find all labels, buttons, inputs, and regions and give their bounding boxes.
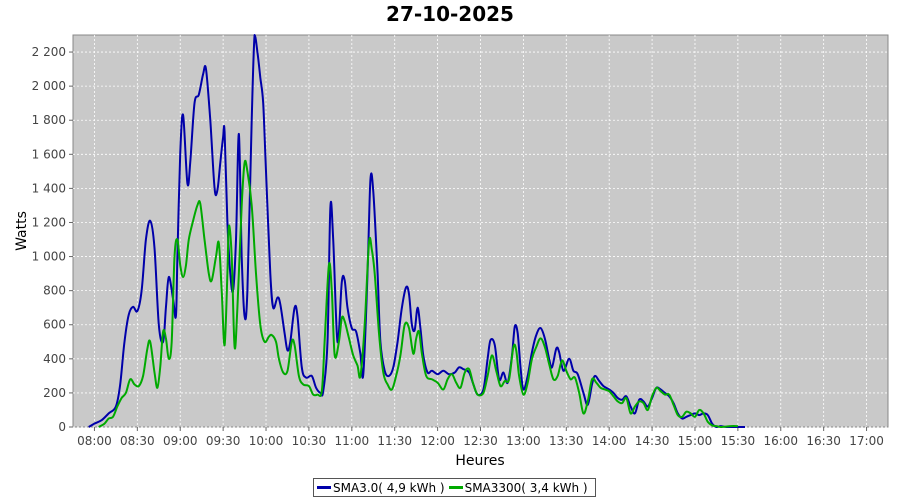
x-tick-label: 12:00 <box>420 434 455 448</box>
tick-labels: 0 200 400 600 800 1 000 1 200 1 400 1 600 1 800 2 … <box>32 45 884 448</box>
x-tick-label: 13:30 <box>549 434 584 448</box>
legend-label-sma30: SMA3.0( 4,9 kWh ) <box>333 480 445 495</box>
y-tick-label: 0 <box>58 420 66 434</box>
x-tick-label: 10:00 <box>249 434 284 448</box>
y-tick-label: 1 200 <box>32 215 66 229</box>
x-tick-label: 11:00 <box>335 434 370 448</box>
chart-title: 27-10-2025 <box>386 2 514 26</box>
x-tick-label: 15:00 <box>678 434 713 448</box>
y-tick-label: 1 600 <box>32 147 66 161</box>
x-tick-label: 12:30 <box>463 434 498 448</box>
x-axis-title: Heures <box>455 453 504 469</box>
legend-swatch-sma3300 <box>448 486 463 489</box>
y-axis-title: Watts <box>14 211 30 251</box>
x-tick-label: 15:30 <box>721 434 756 448</box>
y-tick-label: 2 200 <box>32 45 66 59</box>
series-line-1 <box>98 159 738 428</box>
y-tick-label: 200 <box>43 386 66 400</box>
x-tick-label: 13:00 <box>506 434 541 448</box>
y-tick-label: 1 400 <box>32 181 66 195</box>
x-tick-label: 11:30 <box>377 434 412 448</box>
y-tick-label: 600 <box>43 318 66 332</box>
x-tick-label: 10:30 <box>292 434 327 448</box>
x-tick-label: 09:00 <box>163 434 198 448</box>
grid <box>73 35 888 428</box>
x-tick-label: 08:00 <box>77 434 112 448</box>
legend-label-sma3300: SMA3300( 3,4 kWh ) <box>464 480 588 495</box>
legend-item-sma30: SMA3.0( 4,9 kWh ) <box>317 481 445 495</box>
y-tick-label: 2 000 <box>32 79 66 93</box>
legend: SMA3.0( 4,9 kWh ) SMA3300( 3,4 kWh ) <box>313 478 596 497</box>
x-tick-label: 08:30 <box>120 434 155 448</box>
y-tick-label: 400 <box>43 352 66 366</box>
x-tick-label: 16:00 <box>763 434 798 448</box>
y-tick-label: 1 800 <box>32 113 66 127</box>
x-tick-label: 17:00 <box>849 434 884 448</box>
y-tick-label: 800 <box>43 284 66 298</box>
x-tick-label: 09:30 <box>206 434 241 448</box>
legend-item-sma3300: SMA3300( 3,4 kWh ) <box>448 480 588 495</box>
x-tick-label: 14:00 <box>592 434 627 448</box>
x-tick-label: 14:30 <box>635 434 670 448</box>
legend-swatch-sma30 <box>317 486 331 489</box>
x-tick-label: 16:30 <box>806 434 841 448</box>
y-tick-label: 1 000 <box>32 250 66 264</box>
series-lines <box>88 34 745 429</box>
